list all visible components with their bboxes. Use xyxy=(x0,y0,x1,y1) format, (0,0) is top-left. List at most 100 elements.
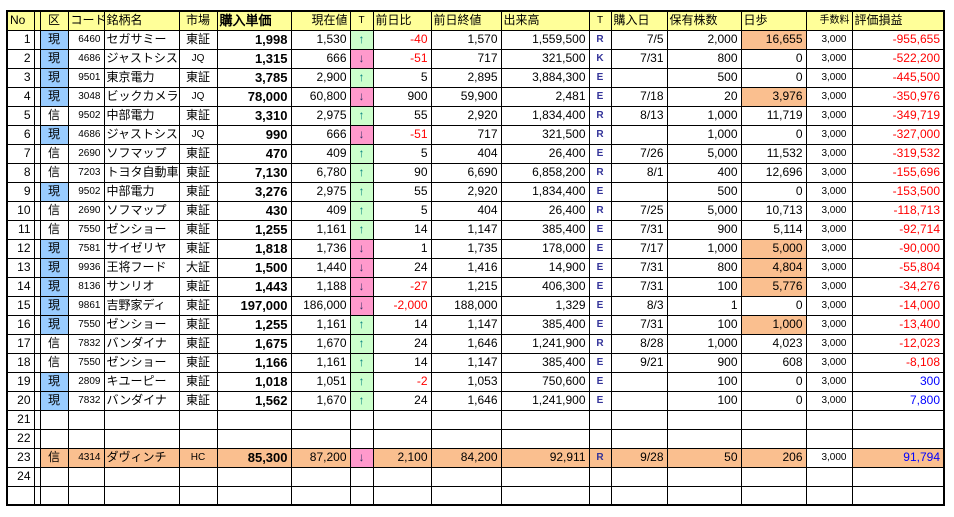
cell-code[interactable]: 6460 xyxy=(67,29,105,50)
cell-code[interactable]: 4686 xyxy=(67,48,105,69)
cell-no[interactable]: 11 xyxy=(6,219,35,240)
cell-shares[interactable]: 100 xyxy=(666,314,742,335)
cell-hibu[interactable]: 11,719 xyxy=(740,105,807,126)
cell-no[interactable]: 23 xyxy=(6,447,35,468)
cell-code[interactable]: 7832 xyxy=(67,390,105,411)
cell-no[interactable] xyxy=(6,485,35,506)
cell-no[interactable]: 21 xyxy=(6,409,35,430)
cell-ku[interactable]: 現 xyxy=(39,181,69,202)
cell-chg[interactable]: 90 xyxy=(372,162,432,183)
cell-date[interactable] xyxy=(610,67,668,88)
cell-flag[interactable]: R xyxy=(588,200,612,221)
cell-cur[interactable]: 1,670 xyxy=(290,333,351,354)
cell-cur[interactable] xyxy=(290,466,351,487)
cell-prev[interactable]: 2,920 xyxy=(430,181,502,202)
cell-buy[interactable]: 1,018 xyxy=(216,371,292,392)
cell-fee[interactable]: 3,000 xyxy=(805,333,853,354)
cell-cur[interactable]: 1,188 xyxy=(290,276,351,297)
cell-date[interactable]: 7/25 xyxy=(610,200,668,221)
cell-ku[interactable]: 現 xyxy=(39,314,69,335)
cell-ku[interactable]: 現 xyxy=(39,390,69,411)
cell-date[interactable]: 7/31 xyxy=(610,314,668,335)
cell-pl[interactable]: -350,976 xyxy=(851,86,945,107)
cell-cur[interactable]: 1,051 xyxy=(290,371,351,392)
cell-hibu[interactable]: 3,976 xyxy=(740,86,807,107)
cell-code[interactable]: 2809 xyxy=(67,371,105,392)
cell-date[interactable] xyxy=(610,466,668,487)
cell-name[interactable]: 中部電力 xyxy=(103,105,180,126)
cell-shares[interactable] xyxy=(666,485,742,506)
down-arrow-icon[interactable]: ↓ xyxy=(349,295,374,316)
cell-shares[interactable]: 5,000 xyxy=(666,200,742,221)
cell-prev[interactable]: 2,920 xyxy=(430,105,502,126)
cell-ku[interactable] xyxy=(39,428,69,449)
cell-prev[interactable]: 717 xyxy=(430,48,502,69)
cell-vol[interactable]: 321,500 xyxy=(500,48,590,69)
cell-flag[interactable]: E xyxy=(588,67,612,88)
cell-cur[interactable]: 409 xyxy=(290,143,351,164)
cell-name[interactable] xyxy=(103,466,180,487)
cell-cur[interactable]: 1,440 xyxy=(290,257,351,278)
cell-flag[interactable]: E xyxy=(588,86,612,107)
cell-chg[interactable]: 24 xyxy=(372,257,432,278)
up-arrow-icon[interactable]: ↑ xyxy=(349,67,374,88)
cell-chg[interactable]: 14 xyxy=(372,219,432,240)
cell-market[interactable]: 東証 xyxy=(178,276,218,297)
cell-market[interactable]: 東証 xyxy=(178,105,218,126)
cell-market[interactable]: JQ xyxy=(178,124,218,145)
cell-date[interactable]: 7/18 xyxy=(610,86,668,107)
cell-cur[interactable]: 409 xyxy=(290,200,351,221)
cell-buy[interactable]: 470 xyxy=(216,143,292,164)
cell-code[interactable]: 7550 xyxy=(67,219,105,240)
down-arrow-icon[interactable]: ↓ xyxy=(349,276,374,297)
cell-ku[interactable]: 現 xyxy=(39,371,69,392)
cell-market[interactable]: 東証 xyxy=(178,29,218,50)
cell-no[interactable]: 15 xyxy=(6,295,35,316)
up-arrow-icon[interactable]: ↑ xyxy=(349,143,374,164)
cell-vol[interactable]: 385,400 xyxy=(500,352,590,373)
cell-ku[interactable]: 信 xyxy=(39,333,69,354)
cell-buy[interactable]: 3,785 xyxy=(216,67,292,88)
down-arrow-icon[interactable]: ↓ xyxy=(349,48,374,69)
cell-flag[interactable]: E xyxy=(588,143,612,164)
cell-date[interactable]: 8/13 xyxy=(610,105,668,126)
cell-market[interactable]: JQ xyxy=(178,48,218,69)
header-chg[interactable]: 前日比 xyxy=(372,10,432,31)
cell-hibu[interactable] xyxy=(740,466,807,487)
cell-vol[interactable] xyxy=(500,485,590,506)
cell-fee[interactable]: 3,000 xyxy=(805,447,853,468)
cell-shares[interactable]: 1,000 xyxy=(666,124,742,145)
cell-no[interactable]: 17 xyxy=(6,333,35,354)
cell-cur[interactable]: 1,161 xyxy=(290,314,351,335)
cell-hibu[interactable]: 0 xyxy=(740,390,807,411)
cell-name[interactable] xyxy=(103,485,180,506)
cell-flag[interactable]: R xyxy=(588,105,612,126)
cell-pl[interactable]: -8,108 xyxy=(851,352,945,373)
cell-cur[interactable]: 186,000 xyxy=(290,295,351,316)
cell-code[interactable]: 4314 xyxy=(67,447,105,468)
cell-code[interactable]: 7203 xyxy=(67,162,105,183)
cell-fee[interactable]: 3,000 xyxy=(805,86,853,107)
cell-market[interactable]: 東証 xyxy=(178,390,218,411)
header-cur[interactable]: 現在値 xyxy=(290,10,351,31)
cell-market[interactable]: 東証 xyxy=(178,219,218,240)
cell-buy[interactable]: 430 xyxy=(216,200,292,221)
cell-fee[interactable] xyxy=(805,485,853,506)
cell-cur[interactable] xyxy=(290,485,351,506)
cell-pl[interactable]: -153,500 xyxy=(851,181,945,202)
up-arrow-icon[interactable]: ↑ xyxy=(349,219,374,240)
cell-code[interactable]: 7832 xyxy=(67,333,105,354)
cell-name[interactable]: 東京電力 xyxy=(103,67,180,88)
cell-pl[interactable]: 91,794 xyxy=(851,447,945,468)
cell-flag[interactable]: R xyxy=(588,29,612,50)
cell-flag[interactable] xyxy=(588,485,612,506)
header-ku[interactable]: 区 xyxy=(39,10,69,31)
cell-hibu[interactable]: 0 xyxy=(740,181,807,202)
cell-buy[interactable]: 85,300 xyxy=(216,447,292,468)
cell-cur[interactable]: 1,736 xyxy=(290,238,351,259)
cell-trend[interactable] xyxy=(349,409,374,430)
cell-fee[interactable]: 3,000 xyxy=(805,200,853,221)
cell-date[interactable]: 7/5 xyxy=(610,29,668,50)
cell-shares[interactable]: 100 xyxy=(666,371,742,392)
cell-no[interactable]: 14 xyxy=(6,276,35,297)
